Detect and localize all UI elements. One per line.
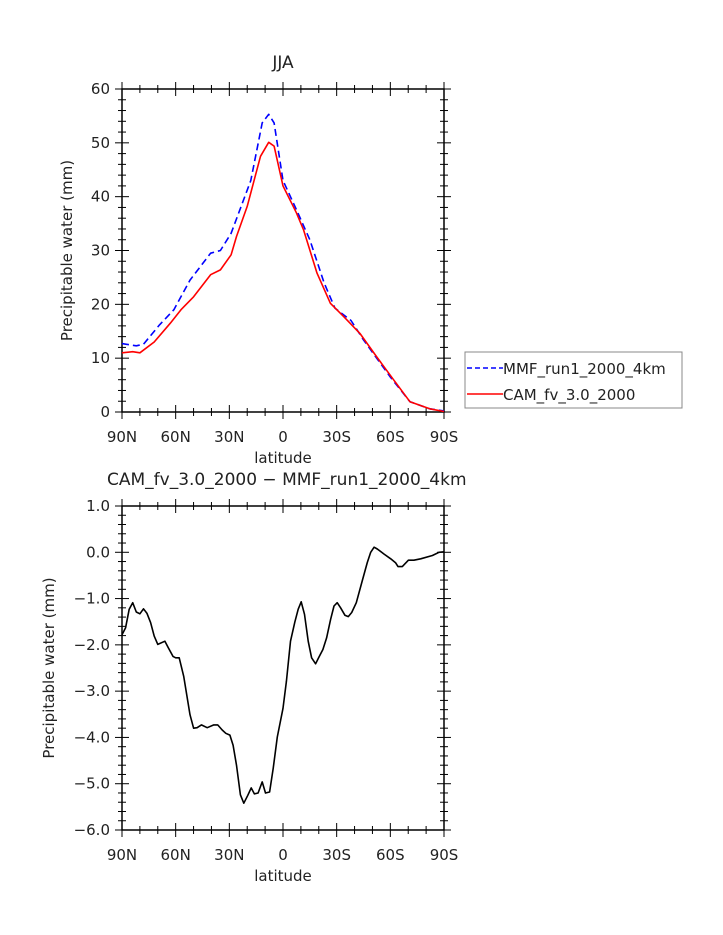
- x-tick-label: 30S: [322, 846, 351, 864]
- y-tick-label: 50: [91, 134, 110, 152]
- plot-panel-2: 90N 60N 30N 0 30S 60S 90S 1.0 0.0 −1.0 −2.0 −3.0 −4.…: [40, 470, 467, 885]
- y-tick-label: 40: [91, 188, 110, 206]
- legend-label: MMF_run1_2000_4km: [503, 360, 666, 379]
- series-line-difference: [121, 546, 445, 804]
- y-axis-title: Precipitable water (mm): [58, 160, 76, 341]
- x-tick-label: 90N: [107, 846, 137, 864]
- x-tick-label: 0: [278, 846, 288, 864]
- plot-frame: [121, 88, 445, 413]
- x-tick-label: 90N: [107, 428, 137, 446]
- x-axis-title: latitude: [254, 449, 312, 467]
- x-tick-label: 60S: [376, 846, 405, 864]
- legend: MMF_run1_2000_4km CAM_fv_3.0_2000: [464, 351, 683, 409]
- x-axis-title: latitude: [254, 867, 312, 885]
- x-tick-label: 90S: [430, 846, 459, 864]
- y-tick-label: 20: [91, 295, 110, 313]
- y-tick-label: 30: [91, 242, 110, 260]
- legend-label: CAM_fv_3.0_2000: [503, 386, 635, 405]
- y-tick-label: −3.0: [74, 682, 110, 700]
- y-tick-label: 10: [91, 349, 110, 367]
- x-tick-label: 30S: [322, 428, 351, 446]
- legend-box: [464, 351, 683, 409]
- x-tick-label: 60S: [376, 428, 405, 446]
- x-tick-label: 30N: [214, 846, 244, 864]
- y-tick-label: −5.0: [74, 775, 110, 793]
- y-tick-label: 60: [91, 80, 110, 98]
- series-line-mmf-run1-2000-4km: [121, 113, 445, 412]
- y-tick-label: −1.0: [74, 590, 110, 608]
- x-tick-label: 30N: [214, 428, 244, 446]
- y-tick-label: −6.0: [74, 821, 110, 839]
- y-tick-label: −2.0: [74, 636, 110, 654]
- y-tick-label: 0: [100, 403, 110, 421]
- y-tick-label: 1.0: [86, 497, 110, 515]
- x-tick-label: 60N: [161, 428, 191, 446]
- series-line-cam-fv-3-0-2000: [121, 141, 445, 413]
- y-axis-title: Precipitable water (mm): [40, 577, 58, 758]
- x-tick-label: 90S: [430, 428, 459, 446]
- x-tick-label: 60N: [161, 846, 191, 864]
- plot-panel-1: 90N 60N 30N 0 30S 60S 90S 0 10 20 30 40 50 60 latitude…: [58, 53, 683, 467]
- x-tick-label: 0: [278, 428, 288, 446]
- y-tick-label: 0.0: [86, 543, 110, 561]
- y-tick-label: −4.0: [74, 728, 110, 746]
- chart-title: CAM_fv_3.0_2000 − MMF_run1_2000_4km: [107, 470, 467, 490]
- chart-title: JJA: [271, 53, 294, 73]
- plot-frame: [121, 505, 445, 831]
